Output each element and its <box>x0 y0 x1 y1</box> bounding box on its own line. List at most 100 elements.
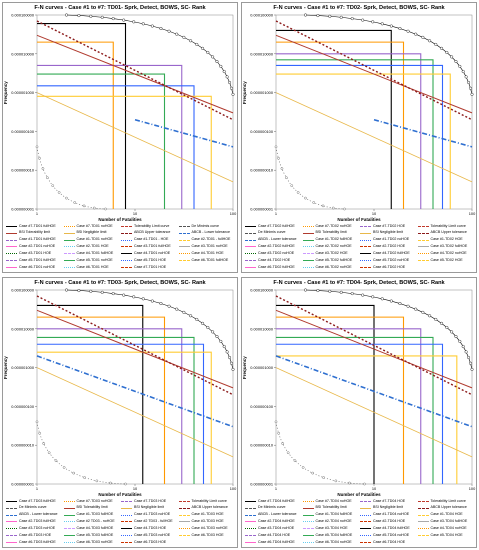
reference-marker <box>82 204 86 208</box>
legend-swatch <box>121 535 132 537</box>
legend-swatch <box>360 246 371 248</box>
legend-entry: Case #7-TD04 fullHOE <box>245 498 301 505</box>
reference-marker <box>304 288 308 292</box>
reference-marker <box>440 46 444 50</box>
legend-swatch <box>6 500 17 502</box>
reference-marker <box>122 293 126 297</box>
chart-title: F-N curves - Case #1 to #7: TD01- Sprk, … <box>34 5 206 11</box>
legend-label: Case #3-TD01 fullHOE <box>134 244 171 249</box>
reference-line <box>275 309 473 389</box>
legend-swatch <box>302 253 314 255</box>
reference-marker <box>231 92 235 96</box>
reference-marker <box>469 361 473 365</box>
chart-title: F-N curves - Case #1 to #7: TD04- Sprk, … <box>273 280 445 286</box>
case-step-series <box>37 343 205 484</box>
legend-label: Case #6-TD03 HOE <box>134 539 167 544</box>
case-step-series <box>37 351 212 484</box>
legend-swatch <box>178 514 190 516</box>
legend-label: Case #6-TD02 fullHOE <box>258 264 295 269</box>
legend-swatch <box>245 500 256 502</box>
reference-marker <box>445 51 449 55</box>
legend-entry: De Minimis curve <box>178 223 235 230</box>
legend-swatch <box>6 521 17 523</box>
legend-label: Case #6-TD04 fullHOE <box>258 539 295 544</box>
reference-marker <box>35 420 39 424</box>
reference-line <box>36 92 234 183</box>
legend-swatch <box>302 535 314 537</box>
legend-label: ABCB - Lower tolerance <box>258 512 297 517</box>
legend-swatch <box>417 500 429 502</box>
legend-swatch <box>245 267 256 269</box>
legend-entry: Tolerability Limit curve <box>178 498 235 505</box>
x-tick-label: 100 <box>230 486 237 491</box>
legend-label: Case #5-TD04 HOE <box>430 532 463 537</box>
legend-swatch <box>178 260 190 262</box>
legend-swatch <box>121 528 132 530</box>
legend-swatch <box>63 500 75 502</box>
legend-entry: Case #7-TD01 fullHOE <box>6 223 62 230</box>
x-axis-label: Number of Fatalities <box>98 217 142 222</box>
legend-entry: Case #7-TD02 fullHOE <box>245 223 301 230</box>
reference-marker <box>321 204 325 208</box>
reference-marker <box>334 479 338 483</box>
legend-swatch <box>6 542 17 544</box>
legend-entry: Case #5-TD04 HOE <box>417 532 474 539</box>
legend-entry: De Minimis curve <box>245 505 301 512</box>
legend-entry: Case #7-TD03 noHOE <box>63 498 120 505</box>
x-axis-label: Number of Fatalities <box>337 217 381 222</box>
legend-swatch <box>245 514 256 516</box>
legend-swatch <box>360 253 371 255</box>
legend-entry: Case #2 TD03 - fullHOE <box>121 519 177 526</box>
reference-marker <box>219 64 223 68</box>
legend-label: Case #4-TD03 HOE <box>134 525 167 530</box>
legend-label: ABCB - Lower tolerance <box>19 512 58 517</box>
reference-line <box>36 20 234 121</box>
legend-label: Case #1-TD03 fullHOE <box>76 512 114 517</box>
legend-entry: BSI Negligible limit <box>360 505 416 512</box>
legend-label: Case #4-TD04 fullHOE <box>373 525 410 530</box>
legend-swatch <box>417 528 429 530</box>
legend-entry: Case #7-TD04 HOE <box>360 498 416 505</box>
legend-entry: Case #1-TD02 HOE <box>417 237 474 244</box>
x-tick-label: 100 <box>230 211 237 216</box>
legend-swatch <box>417 232 429 234</box>
reference-marker <box>54 459 58 462</box>
legend-entry: Case #1-TD04 noHOE <box>360 512 416 519</box>
legend-label: Case #2-TD04 noHOE <box>315 519 352 524</box>
legend-label: Case #5-TD01 fullHOE <box>19 257 56 262</box>
y-tick-label: 0.000100000 <box>11 13 35 18</box>
legend-swatch <box>417 507 429 509</box>
legend-swatch <box>178 500 190 502</box>
reference-marker <box>215 60 219 64</box>
legend-label: Case #3-TD02 noHOE <box>258 250 295 255</box>
chart-panel-td03: F-N curves - Case #1 to #7: TD03- Sprk, … <box>2 277 238 548</box>
legend-entry: Case #6-TD03 noHOE <box>63 539 120 546</box>
legend-entry: Case #5-TD03 fullHOE <box>63 532 120 539</box>
reference-marker <box>150 24 154 28</box>
reference-marker <box>167 29 171 33</box>
legend-entry: Case #3-TD01 fullHOE <box>121 244 177 251</box>
case-step-series <box>37 64 183 209</box>
chart-legend: Case #7-TD02 fullHOE Case #7-TD02 noHOE Ca… <box>245 223 473 271</box>
legend-swatch <box>63 535 75 537</box>
legend-swatch <box>63 225 75 227</box>
reference-marker <box>328 14 332 18</box>
reference-marker <box>316 14 320 18</box>
reference-marker <box>150 299 154 303</box>
legend-entry: Case #2 TD03 - noHOE <box>63 519 120 526</box>
reference-line <box>36 367 234 458</box>
reference-marker <box>380 297 384 301</box>
reference-marker <box>222 70 226 74</box>
legend-swatch <box>302 507 314 509</box>
legend-label: Case #1-TD02 fullHOE <box>315 237 353 242</box>
legend-entry: Case #1-TD01 noHOE <box>63 237 120 244</box>
legend-label: De Minimis curve <box>258 230 286 235</box>
reference-marker <box>175 32 179 36</box>
legend-label: Case #5-TD03 noHOE <box>134 532 171 537</box>
legend-entry: Case #5-TD03 HOE <box>6 532 62 539</box>
reference-line <box>275 295 473 396</box>
legend-label: Case #6-TD03 noHOE <box>76 539 113 544</box>
legend-swatch <box>302 521 314 523</box>
reference-marker <box>100 290 104 294</box>
reference-marker <box>201 321 205 325</box>
